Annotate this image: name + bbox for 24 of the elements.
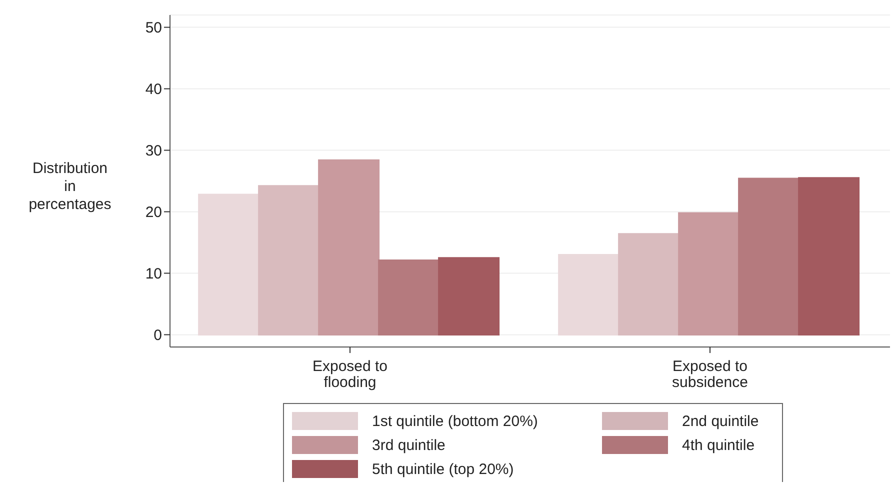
y-tick-label: 50 [145,20,162,37]
y-tick-label: 20 [145,204,162,222]
bar [378,260,440,336]
legend-label: 1st quintile (bottom 20%) [372,412,538,430]
legend-label: 4th quintile [682,436,755,454]
legend-label: 5th quintile (top 20%) [372,460,514,478]
x-tick-label: Exposed to flooding [312,358,388,391]
bar [438,257,500,336]
bar [558,254,620,336]
bar [678,212,740,336]
bar [618,233,680,336]
legend-label: 2nd quintile [682,412,759,430]
y-tick-label: 0 [154,327,162,344]
legend-label: 3rd quintile [372,436,446,454]
y-tick-label: 40 [145,81,162,98]
bar [738,178,800,336]
y-tick-label: 30 [145,142,162,160]
bar [198,194,260,336]
bar [798,177,860,336]
bar [318,159,380,336]
y-axis-title: Distribution in percentages [28,160,112,214]
x-tick-label: Exposed to subsidence [672,358,748,391]
bar [258,185,320,336]
y-tick-label: 10 [145,266,162,283]
